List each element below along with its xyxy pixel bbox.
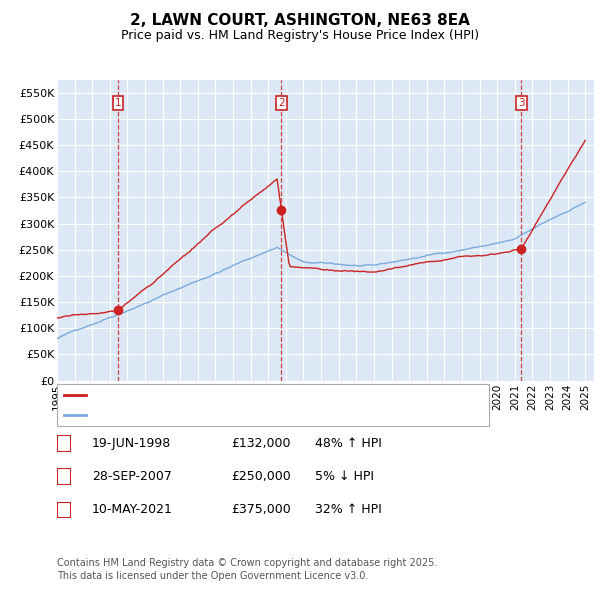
FancyBboxPatch shape <box>57 502 71 518</box>
Text: Price paid vs. HM Land Registry's House Price Index (HPI): Price paid vs. HM Land Registry's House … <box>121 29 479 42</box>
Text: 48% ↑ HPI: 48% ↑ HPI <box>315 437 382 450</box>
FancyBboxPatch shape <box>57 435 71 452</box>
FancyBboxPatch shape <box>57 468 71 485</box>
Text: 32% ↑ HPI: 32% ↑ HPI <box>315 503 382 516</box>
Text: HPI: Average price, detached house, Northumberland: HPI: Average price, detached house, Nort… <box>90 408 406 421</box>
Text: £250,000: £250,000 <box>231 470 291 483</box>
Text: 28-SEP-2007: 28-SEP-2007 <box>92 470 172 483</box>
Text: 3: 3 <box>518 98 524 108</box>
Text: 2, LAWN COURT, ASHINGTON, NE63 8EA: 2, LAWN COURT, ASHINGTON, NE63 8EA <box>130 13 470 28</box>
Text: £375,000: £375,000 <box>231 503 291 516</box>
Text: 19-JUN-1998: 19-JUN-1998 <box>92 437 171 450</box>
Text: 5% ↓ HPI: 5% ↓ HPI <box>315 470 374 483</box>
Text: 1: 1 <box>115 98 121 108</box>
Text: 2: 2 <box>61 470 68 483</box>
Text: £132,000: £132,000 <box>231 437 290 450</box>
Text: 2, LAWN COURT, ASHINGTON, NE63 8EA (detached house): 2, LAWN COURT, ASHINGTON, NE63 8EA (deta… <box>90 389 434 402</box>
Text: 1: 1 <box>61 437 68 450</box>
Text: Contains HM Land Registry data © Crown copyright and database right 2025.
This d: Contains HM Land Registry data © Crown c… <box>57 558 437 581</box>
Text: 10-MAY-2021: 10-MAY-2021 <box>92 503 173 516</box>
Text: 3: 3 <box>61 503 68 516</box>
Text: 2: 2 <box>278 98 284 108</box>
